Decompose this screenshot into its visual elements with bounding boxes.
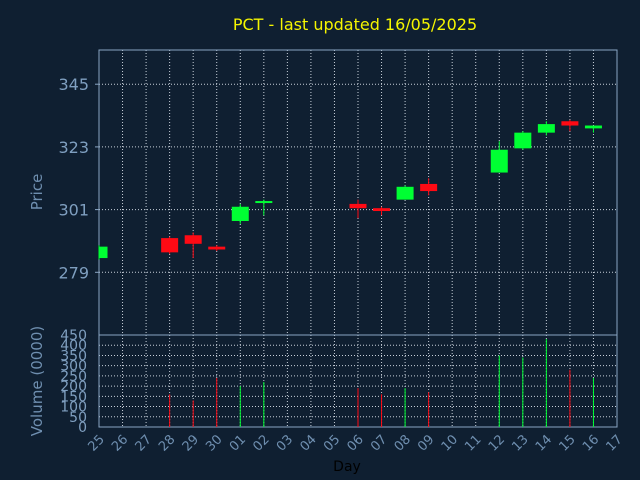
candle-body (99, 246, 108, 259)
candle-body (208, 246, 226, 250)
x-tick-label: 02 (250, 432, 272, 454)
candle-body (537, 124, 555, 133)
candle-body (255, 201, 273, 204)
candle-body (184, 235, 202, 244)
x-tick-label: 27 (133, 432, 155, 454)
x-tick-label: 08 (392, 432, 414, 454)
candle-body (561, 121, 579, 126)
candle-body (349, 203, 367, 209)
candle-body (514, 132, 532, 149)
volume-tick-label: 350 (60, 348, 87, 364)
x-axis-label: Day (333, 459, 361, 475)
volume-tick-label: 250 (60, 369, 87, 385)
x-tick-label: 16 (580, 432, 602, 454)
x-tick-label: 25 (86, 432, 108, 454)
price-tick-label: 323 (58, 138, 89, 157)
x-tick-label: 15 (556, 432, 578, 454)
chart-title: PCT - last updated 16/05/2025 (233, 15, 477, 34)
x-tick-label: 03 (274, 432, 296, 454)
volume-tick-label: 0 (78, 420, 87, 436)
volume-tick-label: 200 (60, 379, 87, 395)
candle-body (584, 125, 602, 129)
x-tick-label: 14 (533, 432, 555, 454)
candle-body (373, 208, 391, 212)
volume-tick-label: 450 (60, 328, 87, 344)
price-panel: 279 301 323 345 (58, 49, 618, 336)
volume-tick-label: 150 (60, 389, 87, 405)
candle-body (490, 149, 508, 173)
x-axis: 25 26 27 28 29 30 01 02 03 04 05 06 07 08 09 10 11 12 13 14… (86, 432, 626, 454)
candle-body (161, 238, 179, 253)
x-tick-label: 01 (227, 432, 249, 454)
x-tick-label: 30 (203, 432, 225, 454)
volume-tick-label: 300 (60, 359, 87, 375)
volume-tick-label: 400 (60, 338, 87, 354)
volume-tick-label: 50 (69, 410, 87, 426)
candle-body (231, 206, 249, 221)
x-tick-label: 29 (180, 432, 202, 454)
x-tick-label: 11 (462, 432, 484, 454)
price-tick-label: 279 (58, 263, 89, 282)
x-tick-label: 04 (297, 432, 319, 454)
volume-tick-label: 100 (60, 400, 87, 416)
x-tick-label: 05 (321, 432, 343, 454)
price-tick-label: 301 (58, 201, 89, 220)
x-tick-label: 12 (486, 432, 508, 454)
x-tick-label: 28 (156, 432, 178, 454)
price-tick-label: 345 (58, 75, 89, 94)
x-tick-label: 10 (439, 432, 461, 454)
x-tick-label: 26 (109, 432, 131, 454)
x-tick-label: 09 (415, 432, 437, 454)
price-axis-label: Price (28, 174, 46, 211)
x-tick-label: 06 (345, 432, 367, 454)
x-tick-label: 07 (368, 432, 390, 454)
candle-body (420, 183, 438, 192)
x-tick-label: 13 (509, 432, 531, 454)
volume-axis-label: Volume (0000) (28, 326, 46, 436)
candle-body (396, 186, 414, 200)
x-tick-label: 17 (604, 432, 626, 454)
